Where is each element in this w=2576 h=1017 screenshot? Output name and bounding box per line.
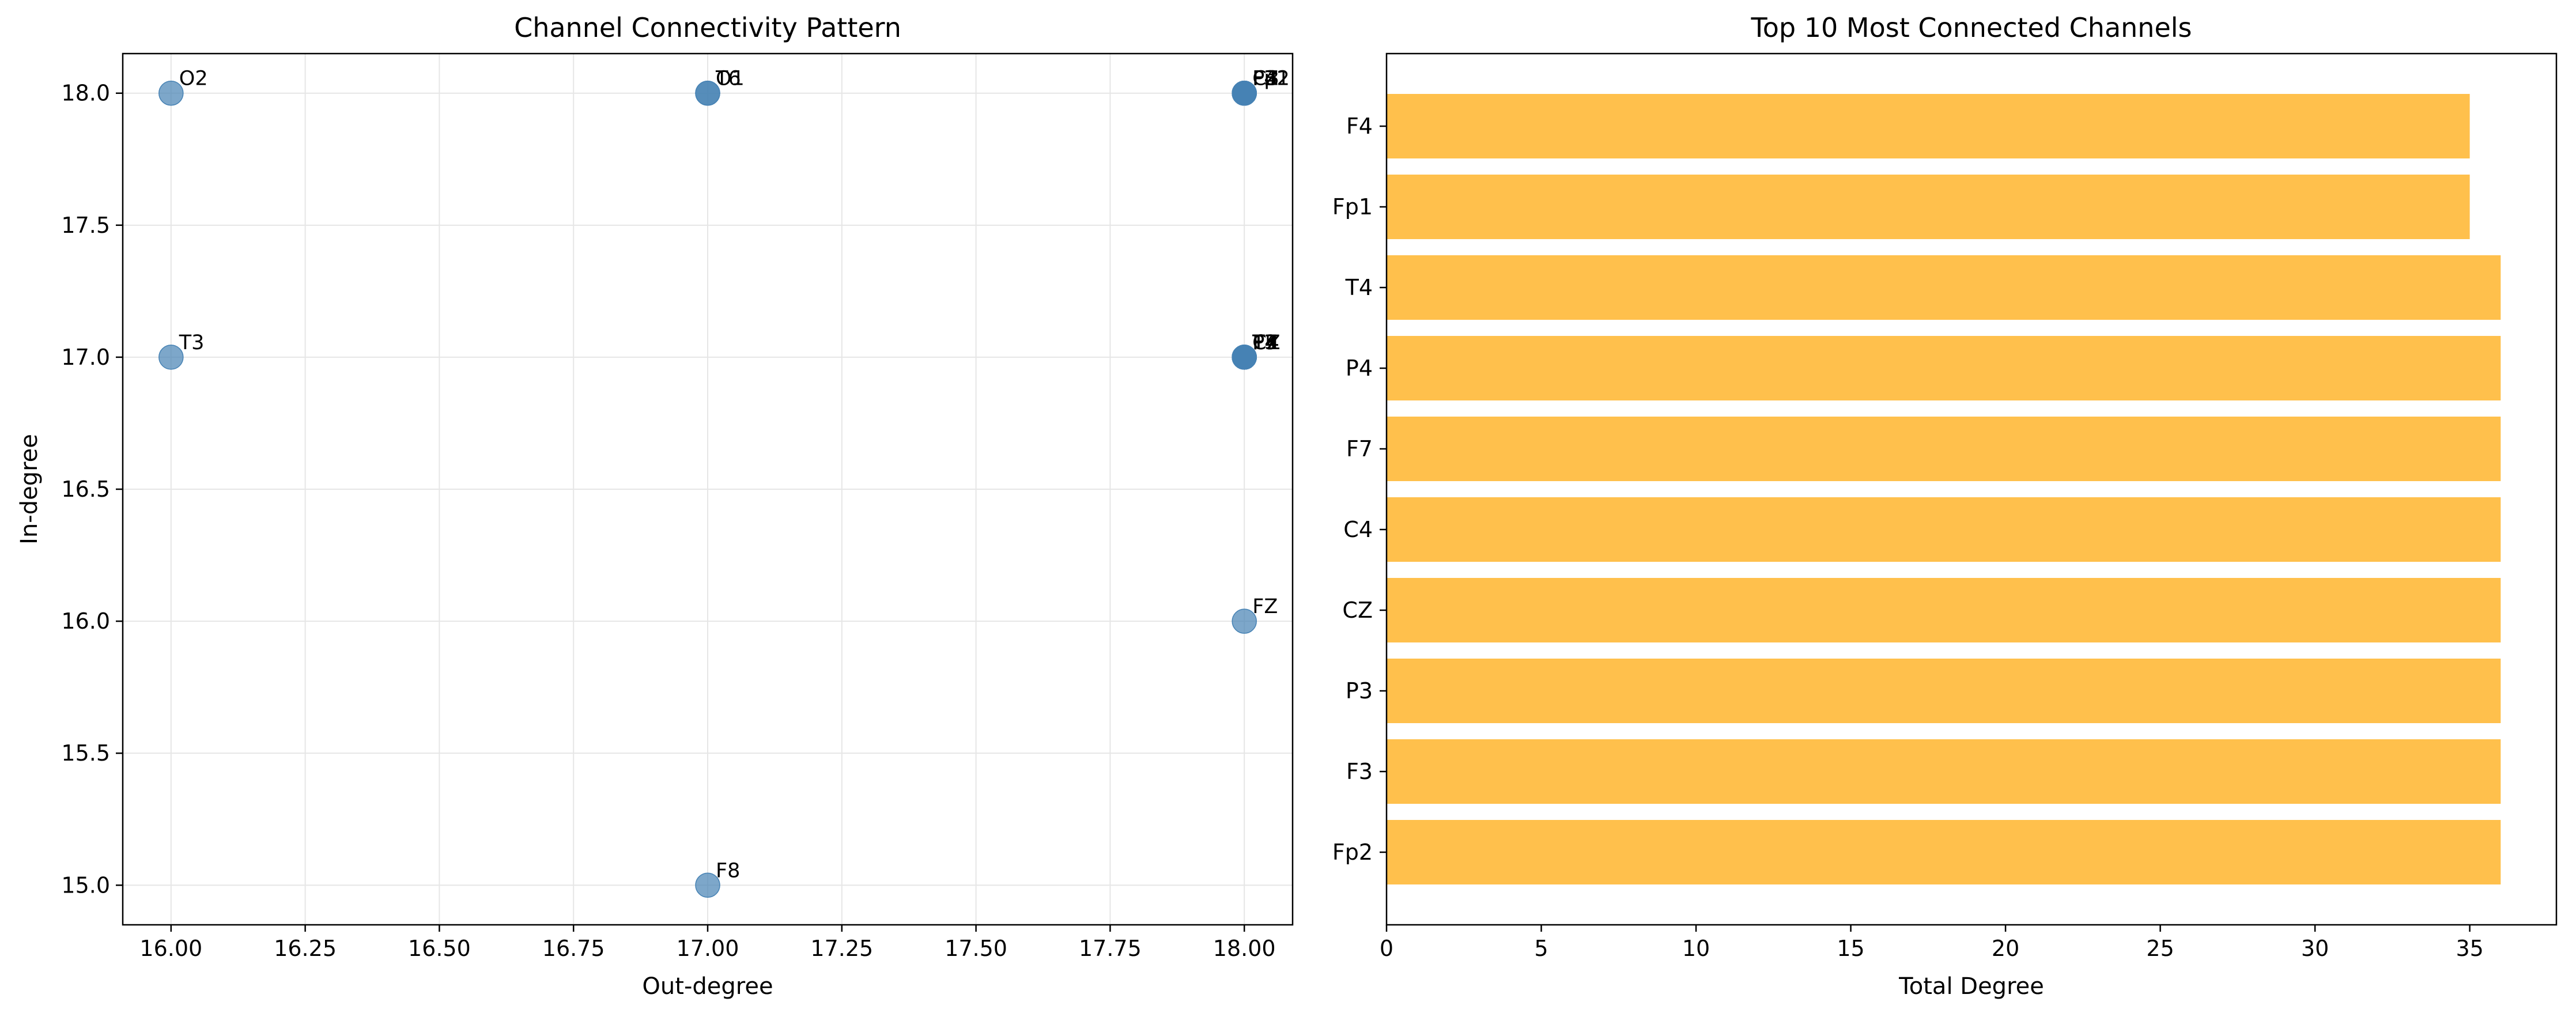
bar	[1387, 417, 2501, 481]
scatter-x-tick-label: 16.75	[542, 936, 605, 961]
scatter-y-tick-label: 16.5	[61, 477, 110, 502]
bar-category-label: P4	[1346, 356, 1373, 381]
scatter-x-tick-label: 18.00	[1213, 936, 1276, 961]
bar	[1387, 497, 2501, 562]
bar-x-ticks: 0 5 10 15 20 25 30 35	[1380, 925, 2484, 961]
scatter-point-label: F3	[1252, 67, 1276, 90]
bar	[1387, 820, 2501, 884]
bar-x-tick-label: 20	[1992, 936, 2019, 961]
bar	[1387, 94, 2470, 158]
bar	[1387, 255, 2501, 320]
bar-x-tick-label: 5	[1534, 936, 1548, 961]
scatter-point-label: T5	[1252, 331, 1278, 354]
scatter-x-tick-label: 16.25	[274, 936, 337, 961]
scatter-point-label: T3	[179, 331, 205, 354]
scatter-point	[158, 80, 184, 106]
scatter-point	[158, 345, 184, 370]
scatter-x-tick-label: 16.50	[408, 936, 471, 961]
scatter-x-tick-label: 17.50	[945, 936, 1007, 961]
scatter-x-axis-label: Out-degree	[642, 973, 773, 1000]
bar-category-label: F3	[1346, 759, 1373, 784]
scatter-point-label: Fp1	[1252, 67, 1290, 90]
bar-x-tick-label: 30	[2301, 936, 2329, 961]
bar-category-label: F4	[1346, 114, 1373, 139]
bar-category-label: F7	[1346, 436, 1373, 462]
scatter-point	[695, 872, 720, 898]
scatter-point	[1232, 608, 1257, 634]
scatter-point	[1232, 80, 1257, 106]
scatter-point-label: PZ	[1252, 67, 1278, 90]
scatter-point-label: P3	[1252, 331, 1277, 354]
scatter-point-label: C4	[1252, 331, 1279, 354]
scatter-x-tick-label: 17.75	[1079, 936, 1142, 961]
bar	[1387, 739, 2501, 804]
scatter-x-tick-label: 17.25	[810, 936, 873, 961]
scatter-x-ticks: 16.00 16.25 16.50 16.75 17.00 17.25 17.50 17.75…	[139, 925, 1276, 961]
scatter-y-ticks: 15.0 15.5 16.0 16.5 17.0 17.5 18.0	[61, 81, 123, 898]
bar-y-ticks: Fp2 F3 P3 CZ C4 F7 P4 T4 Fp1 F4	[1332, 114, 1387, 865]
bar-x-axis-label: Total Degree	[1898, 973, 2044, 1000]
bar	[1387, 336, 2501, 400]
bar-x-tick-label: 25	[2146, 936, 2174, 961]
bar-x-tick-label: 35	[2456, 936, 2483, 961]
scatter-point-label: O1	[716, 67, 745, 90]
bar-category-label: CZ	[1342, 598, 1373, 623]
bar	[1387, 659, 2501, 723]
scatter-grid	[123, 54, 1293, 925]
bar-category-label: Fp2	[1332, 840, 1373, 865]
scatter-point-label: Fp2	[1252, 67, 1290, 90]
scatter-point	[695, 80, 720, 106]
scatter-y-tick-label: 16.0	[61, 608, 110, 634]
bar-axes-frame	[1385, 52, 2558, 926]
scatter-point	[1232, 345, 1257, 370]
scatter-point-label: T4	[1252, 331, 1278, 354]
scatter-point-label: C3	[1252, 67, 1279, 90]
bar-category-label: C4	[1343, 517, 1373, 542]
scatter-x-tick-label: 16.00	[139, 936, 202, 961]
scatter-point-label: FZ	[1252, 595, 1278, 618]
scatter-point-label: O2	[179, 67, 208, 90]
bar-x-tick-label: 15	[1837, 936, 1864, 961]
scatter-point-label: F4	[1252, 67, 1276, 90]
bar	[1387, 175, 2470, 239]
scatter-point-label: T6	[715, 67, 741, 90]
bar-x-tick-label: 10	[1682, 936, 1710, 961]
bar-category-label: P3	[1346, 678, 1373, 704]
scatter-title: Channel Connectivity Pattern	[514, 12, 901, 43]
scatter-points	[158, 80, 1257, 898]
bar-title: Top 10 Most Connected Channels	[1751, 12, 2192, 43]
bar-category-label: Fp1	[1332, 194, 1373, 220]
bar	[1387, 578, 2501, 642]
scatter-point-label: F7	[1252, 331, 1276, 354]
scatter-y-tick-label: 15.5	[61, 740, 110, 766]
scatter-y-tick-label: 17.0	[61, 345, 110, 370]
scatter-y-tick-label: 17.5	[61, 213, 110, 238]
scatter-y-tick-label: 15.0	[61, 872, 110, 898]
bar-x-tick-label: 0	[1380, 936, 1393, 961]
scatter-point-label: CZ	[1252, 331, 1280, 354]
bar-panel: 0 5 10 15 20 25 30 35 Fp2 F3 P3 CZ C4 F7 P4 T4 Fp1 F4 To…	[1332, 12, 2558, 1000]
scatter-point-label: F8	[716, 859, 740, 882]
scatter-y-tick-label: 18.0	[61, 81, 110, 106]
scatter-x-tick-label: 17.00	[677, 936, 739, 961]
bars	[1387, 94, 2501, 884]
bar-category-label: T4	[1345, 275, 1373, 300]
scatter-point-label: P4	[1252, 331, 1277, 354]
scatter-y-axis-label: In-degree	[16, 434, 43, 545]
